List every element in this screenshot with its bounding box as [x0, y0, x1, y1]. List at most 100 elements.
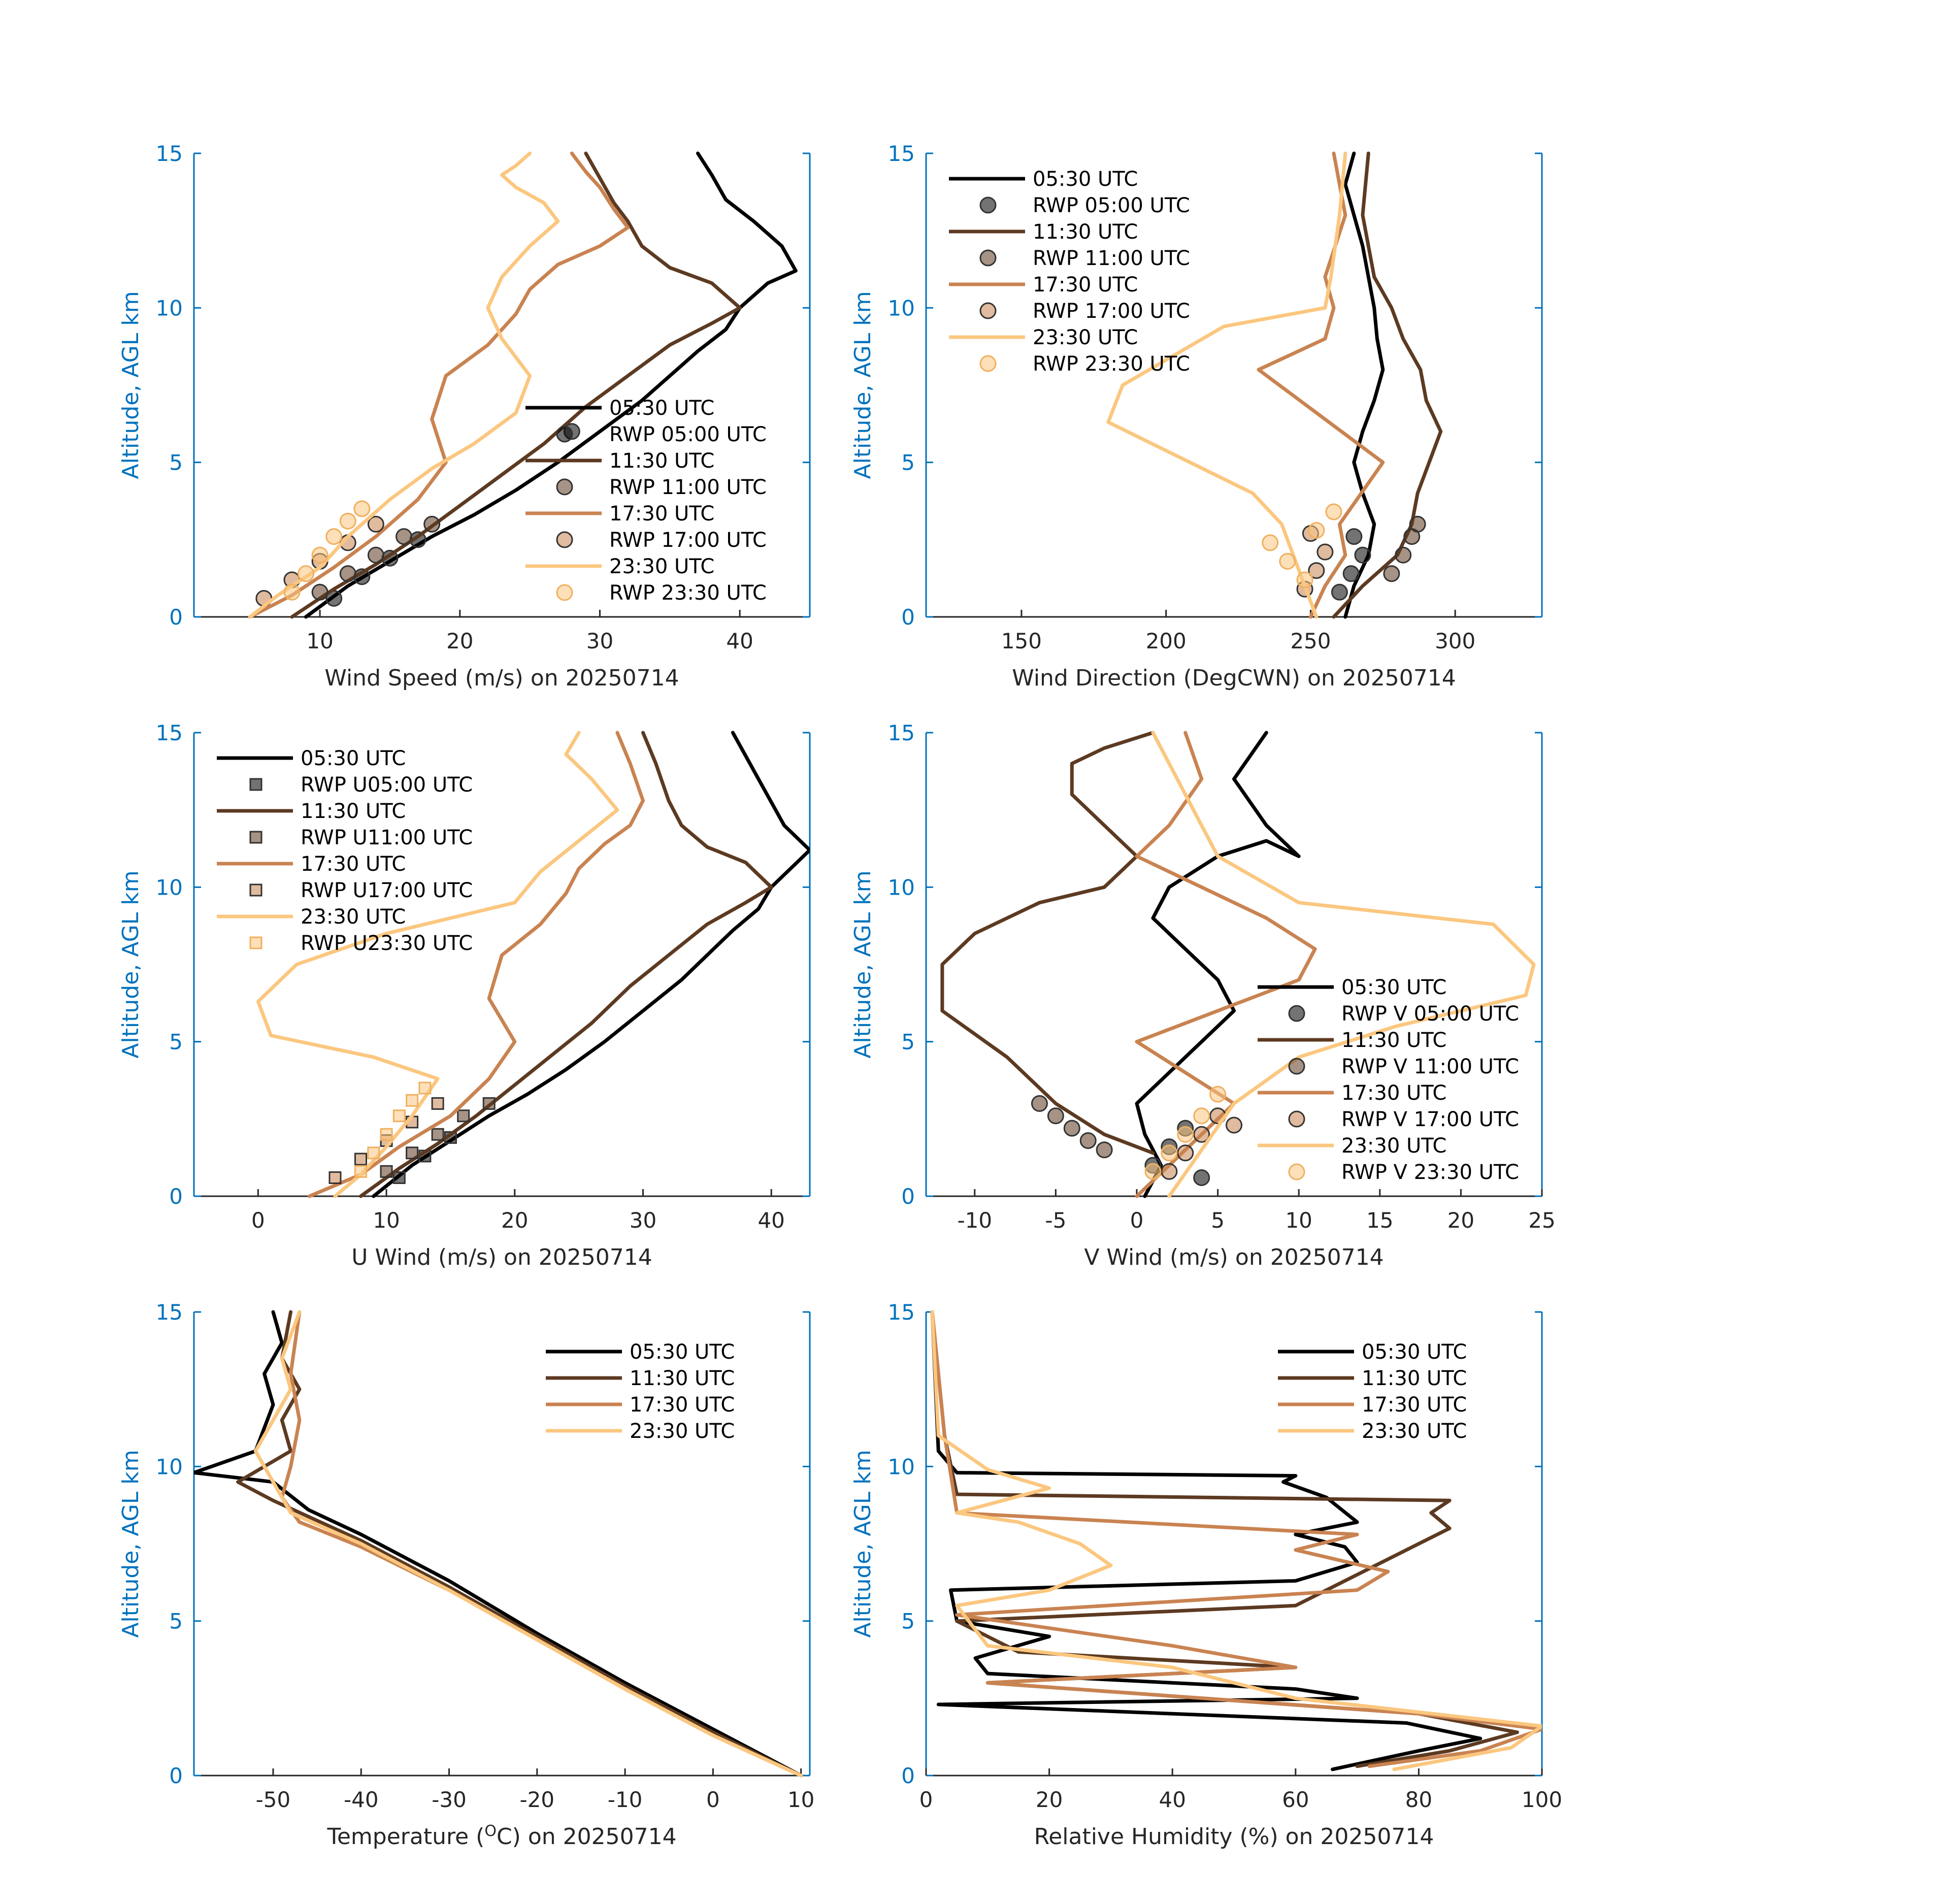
series-line	[930, 1310, 1542, 1768]
rwp-marker	[482, 1097, 496, 1110]
legend-label: RWP V 11:00 UTC	[1341, 1055, 1519, 1078]
legend-marker	[1288, 1110, 1305, 1128]
x-tick-label: 10	[373, 1208, 400, 1233]
rwp-marker	[1193, 1169, 1210, 1186]
rwp-marker	[418, 1081, 432, 1095]
rwp-marker	[406, 1146, 419, 1160]
x-axis-label: V Wind (m/s) on 20250714	[1084, 1244, 1384, 1270]
x-tick-label: 250	[1290, 629, 1331, 653]
legend-marker	[556, 425, 573, 443]
x-tick-label: 0	[1130, 1208, 1144, 1233]
rwp-marker	[354, 1153, 368, 1166]
plot-area	[248, 151, 798, 619]
rwp-marker	[1279, 552, 1296, 570]
legend-label: 17:30 UTC	[1033, 273, 1138, 297]
x-tick-label: 150	[1001, 629, 1042, 653]
series-line	[1151, 731, 1536, 1198]
x-axis-label: U Wind (m/s) on 20250714	[351, 1244, 652, 1270]
legend-label: 05:30 UTC	[1341, 976, 1446, 999]
y-axis-label: Altitude, AGL km	[850, 1450, 876, 1637]
panel-temperature: 0 5 10 15 -50 -40 -30 -20 -10 0 10 Temperature (OC)…	[118, 1300, 814, 1850]
legend-marker	[556, 531, 573, 548]
y-axis-label: Altitude, AGL km	[118, 1450, 144, 1637]
x-tick-label: 0	[919, 1787, 933, 1812]
legend-label: RWP V 17:00 UTC	[1341, 1108, 1519, 1131]
plot-area	[1106, 151, 1443, 619]
legend-label: RWP 23:30 UTC	[1033, 352, 1190, 376]
rwp-marker	[1177, 1126, 1194, 1143]
rwp-marker	[1262, 534, 1279, 551]
legend-label: RWP V 05:00 UTC	[1341, 1002, 1519, 1026]
rwp-marker	[339, 512, 356, 530]
y-tick-label: 5	[169, 450, 183, 475]
x-tick-label: 200	[1146, 629, 1187, 653]
legend-label: RWP V 23:30 UTC	[1341, 1161, 1519, 1184]
series-line	[1257, 151, 1385, 619]
rwp-marker	[431, 1128, 444, 1141]
rwp-marker	[1345, 528, 1363, 545]
panels: 0 5 10 15 10 20 30 40 Wind Speed (m/s) on 202507…	[118, 141, 1562, 1850]
panel-v_wind: 0 5 10 15 -10 -5 0 5 10 15 20 25 V Wind (m/s) on 202…	[850, 720, 1556, 1270]
y-tick-label: 0	[169, 605, 183, 630]
legend-marker	[249, 883, 262, 897]
series-line	[930, 1310, 1483, 1771]
rwp-marker	[1161, 1144, 1178, 1162]
legend-label: 23:30 UTC	[1033, 326, 1138, 349]
plot-area	[194, 1310, 803, 1778]
legend-marker	[249, 831, 262, 844]
x-tick-label: 60	[1282, 1787, 1309, 1812]
x-tick-label: 20	[501, 1208, 528, 1233]
legend-label: 11:30 UTC	[1033, 220, 1138, 244]
legend-marker	[1288, 1163, 1305, 1180]
plot-area	[930, 1310, 1542, 1771]
x-tick-label: -50	[256, 1787, 291, 1812]
legend: 05:30 UTC RWP V 05:00 UTC 11:30 UTC RWP V 1…	[1258, 976, 1519, 1184]
series-line	[194, 1310, 803, 1778]
x-tick-label: -40	[344, 1787, 379, 1812]
legend: 05:30 UTC RWP U05:00 UTC 11:30 UTC RWP U11:…	[217, 747, 473, 955]
series-line	[372, 731, 810, 1198]
rwp-marker	[1063, 1120, 1080, 1137]
y-tick-label: 5	[901, 1609, 915, 1634]
legend-label: 05:30 UTC	[609, 397, 714, 420]
legend-marker	[556, 584, 573, 601]
series-line	[359, 731, 773, 1198]
y-tick-label: 15	[156, 141, 183, 166]
x-tick-label: 300	[1435, 629, 1475, 653]
x-tick-label: -10	[957, 1208, 992, 1233]
rwp-marker	[380, 1165, 393, 1178]
y-tick-label: 10	[156, 1454, 183, 1479]
legend-marker	[1288, 1058, 1305, 1075]
legend-label: 11:30 UTC	[609, 449, 714, 473]
y-tick-label: 10	[888, 875, 915, 900]
legend-marker	[979, 302, 997, 319]
legend-label: 05:30 UTC	[1033, 168, 1138, 191]
legend-label: 05:30 UTC	[301, 747, 406, 770]
x-tick-label: -5	[1045, 1208, 1066, 1233]
series-line	[248, 151, 630, 619]
y-tick-label: 0	[169, 1184, 183, 1209]
x-tick-label: 15	[1366, 1208, 1393, 1233]
x-tick-label: 40	[726, 629, 753, 653]
x-tick-label: 40	[758, 1208, 784, 1233]
series-line	[304, 151, 798, 619]
x-tick-label: -30	[432, 1787, 467, 1812]
legend-label: 17:30 UTC	[301, 852, 406, 876]
series-line	[290, 151, 742, 619]
legend-label: 17:30 UTC	[1362, 1393, 1467, 1417]
series-line	[930, 1310, 1519, 1768]
y-axis-label: Altitude, AGL km	[850, 291, 876, 479]
rwp-marker	[1144, 1163, 1162, 1180]
y-tick-label: 15	[156, 720, 183, 745]
rwp-marker	[367, 546, 384, 564]
y-tick-label: 15	[888, 141, 915, 166]
rwp-marker	[1331, 583, 1348, 601]
plot-area	[940, 731, 1536, 1198]
rwp-marker	[1354, 546, 1371, 564]
y-tick-label: 0	[169, 1763, 183, 1788]
x-axis-label: Wind Direction (DegCWN) on 20250714	[1012, 665, 1456, 691]
legend-label: 11:30 UTC	[1341, 1029, 1446, 1052]
x-tick-label: -20	[520, 1787, 555, 1812]
y-tick-label: 15	[888, 720, 915, 745]
